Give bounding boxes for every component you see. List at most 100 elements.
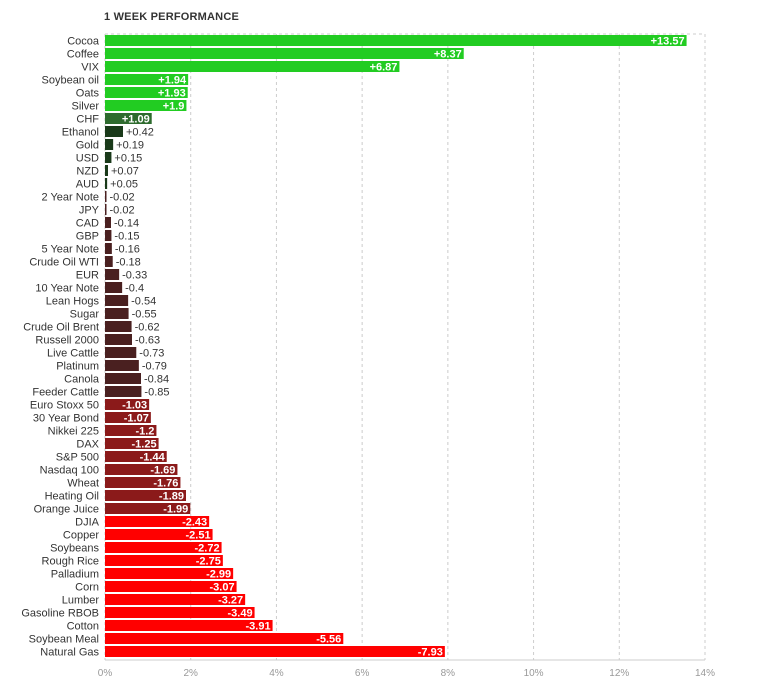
- bar: [105, 204, 107, 215]
- data-label: +1.9: [163, 101, 185, 113]
- category-label: Euro Stoxx 50: [30, 400, 99, 412]
- bar: [105, 646, 445, 657]
- data-label: -0.62: [135, 322, 160, 334]
- data-label: -2.43: [182, 517, 207, 529]
- bar: [105, 464, 178, 475]
- category-label: Ethanol: [62, 127, 99, 139]
- data-label: -0.14: [114, 218, 139, 230]
- category-label: 10 Year Note: [35, 283, 99, 295]
- data-label: -7.93: [418, 647, 443, 659]
- data-label: -5.56: [316, 634, 341, 646]
- data-label: -3.91: [245, 621, 270, 633]
- data-label: -0.33: [122, 270, 147, 282]
- category-label: Copper: [63, 530, 99, 542]
- bar: [105, 48, 464, 59]
- category-label: Soybean Meal: [29, 634, 99, 646]
- x-tick-label: 10%: [524, 668, 544, 679]
- category-label: Crude Oil Brent: [23, 322, 99, 334]
- bar: [105, 399, 150, 410]
- x-tick-label: 4%: [269, 668, 284, 679]
- data-label: -1.2: [135, 426, 154, 438]
- category-label: Russell 2000: [35, 335, 99, 347]
- data-label: -0.73: [139, 348, 164, 360]
- bar: [105, 87, 188, 98]
- category-label: USD: [76, 153, 99, 165]
- category-label: Oats: [76, 88, 100, 100]
- bar: [105, 529, 213, 540]
- bar: [105, 386, 142, 397]
- bar: [105, 126, 123, 137]
- category-label: Sugar: [70, 309, 100, 321]
- category-label: Lumber: [62, 595, 100, 607]
- category-label: Canola: [64, 374, 100, 386]
- bar: [105, 490, 186, 501]
- data-label: +0.19: [116, 140, 144, 152]
- data-label: +0.15: [114, 153, 142, 165]
- bar: [105, 555, 223, 566]
- bar: [105, 347, 137, 358]
- data-label: -0.54: [131, 296, 156, 308]
- data-label: -2.99: [206, 569, 231, 581]
- bar: [105, 477, 181, 488]
- category-label: Coffee: [67, 49, 99, 61]
- category-label: AUD: [76, 179, 99, 191]
- category-label: Gold: [76, 140, 99, 152]
- data-label: -0.85: [144, 387, 169, 399]
- category-label: S&P 500: [56, 452, 99, 464]
- bar: [105, 74, 189, 85]
- category-label: Nikkei 225: [48, 426, 99, 438]
- x-tick-label: 12%: [609, 668, 629, 679]
- category-label: Natural Gas: [40, 647, 99, 659]
- category-label: Silver: [71, 101, 99, 113]
- category-label: DJIA: [75, 517, 100, 529]
- category-label: Cocoa: [67, 36, 100, 48]
- bar: [105, 295, 129, 306]
- bar: [105, 321, 132, 332]
- data-label: -0.15: [114, 231, 139, 243]
- x-tick-label: 14%: [695, 668, 715, 679]
- category-label: Rough Rice: [42, 556, 99, 568]
- bar: [105, 282, 123, 293]
- data-label: -1.44: [140, 452, 166, 464]
- bar: [105, 334, 132, 345]
- category-label: Platinum: [56, 361, 99, 373]
- data-label: -1.69: [150, 465, 175, 477]
- category-label: CAD: [76, 218, 99, 230]
- category-label: Heating Oil: [45, 491, 99, 503]
- bar: [105, 113, 152, 124]
- data-label: +13.57: [651, 36, 685, 48]
- category-label: Nasdaq 100: [40, 465, 99, 477]
- category-label: Gasoline RBOB: [21, 608, 99, 620]
- data-label: -2.75: [196, 556, 221, 568]
- bar: [105, 516, 210, 527]
- bar: [105, 217, 111, 228]
- chart-title: 1 WEEK PERFORMANCE: [104, 11, 239, 23]
- category-label: Orange Juice: [34, 504, 99, 516]
- bar: [105, 581, 237, 592]
- category-label: Wheat: [67, 478, 99, 490]
- category-label: Cotton: [67, 621, 99, 633]
- data-label: -3.49: [227, 608, 252, 620]
- data-label: -0.18: [116, 257, 141, 269]
- data-label: -0.55: [132, 309, 157, 321]
- bar: [105, 243, 112, 254]
- bar: [105, 503, 191, 514]
- data-label: +8.37: [434, 49, 462, 61]
- bar: [105, 360, 139, 371]
- data-label: -3.27: [218, 595, 243, 607]
- data-label: -2.72: [194, 543, 219, 555]
- data-label: -3.07: [209, 582, 234, 594]
- bar: [105, 165, 108, 176]
- category-label: CHF: [76, 114, 99, 126]
- data-label: +1.09: [122, 114, 150, 126]
- bar: [105, 35, 687, 46]
- data-label: +1.93: [158, 88, 186, 100]
- category-label: Live Cattle: [47, 348, 99, 360]
- bar: [105, 308, 129, 319]
- x-tick-label: 8%: [441, 668, 456, 679]
- category-label: Corn: [75, 582, 99, 594]
- data-label: -0.63: [135, 335, 160, 347]
- category-label: DAX: [76, 439, 99, 451]
- bar: [105, 412, 151, 423]
- bar: [105, 256, 113, 267]
